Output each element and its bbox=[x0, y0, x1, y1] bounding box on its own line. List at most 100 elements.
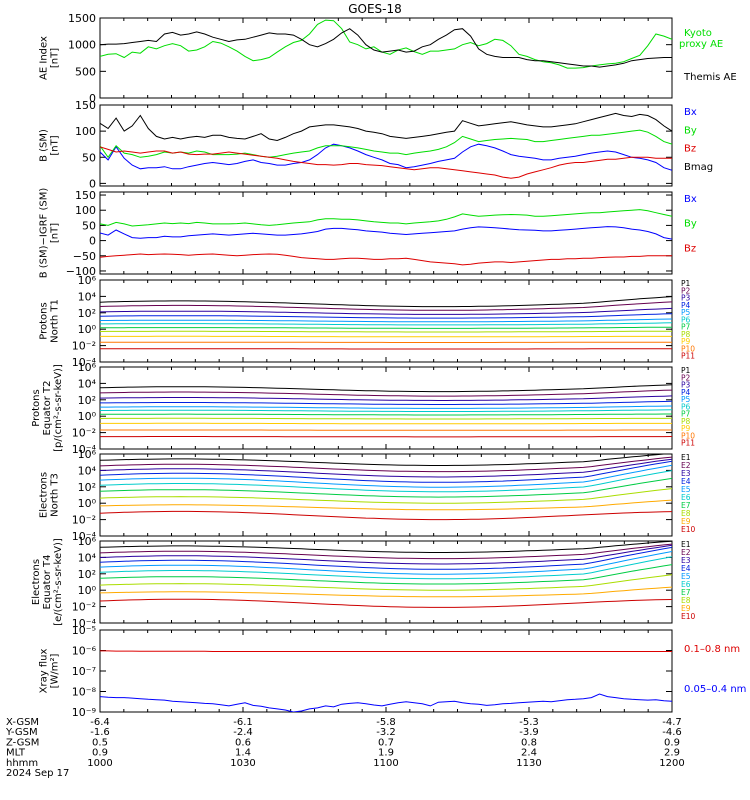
footer-value: 1030 bbox=[230, 758, 255, 769]
legend-label: Kyoto bbox=[684, 28, 712, 39]
series-line-bz bbox=[100, 253, 672, 266]
series-line-0-1-0-8-nm bbox=[100, 650, 672, 652]
legend-label: P3 bbox=[681, 294, 691, 303]
y-tick-label: 1000 bbox=[68, 39, 96, 52]
orbit-footer: X-GSM -6.4 -6.1 -5.8 -5.3 -4.7 Y-GSM -1.6 -2.4 -3… bbox=[5, 717, 685, 769]
y-axis-label: North T3 bbox=[50, 473, 61, 517]
series-line-bx bbox=[100, 226, 672, 240]
y-tick-label: 10⁰ bbox=[78, 584, 97, 597]
y-axis-label: Protons bbox=[31, 389, 42, 426]
legend-label: P4 bbox=[681, 301, 691, 310]
series-line-p4 bbox=[100, 400, 672, 405]
y-tick-label: 10⁻⁴ bbox=[72, 356, 97, 369]
y-tick-label: 10⁴ bbox=[78, 551, 97, 564]
y-tick-label: 10⁻² bbox=[72, 514, 96, 527]
series-line-e9 bbox=[100, 499, 672, 511]
footer-value: -3.2 bbox=[376, 727, 396, 738]
y-tick-label: 10⁴ bbox=[78, 464, 97, 477]
legend-label: P7 bbox=[681, 410, 691, 419]
y-axis-label: North T1 bbox=[50, 299, 61, 343]
legend-label: E6 bbox=[681, 580, 691, 589]
footer-value: 1100 bbox=[373, 758, 398, 769]
legend-label: Bx bbox=[684, 107, 697, 118]
legend-label: By bbox=[684, 219, 697, 230]
y-tick-label: 10⁰ bbox=[78, 410, 97, 423]
footer-value: -5.3 bbox=[519, 717, 539, 728]
legend-label: E10 bbox=[681, 612, 696, 621]
panel-b: 0 50 100 150 B (SM) [nT] Bx By Bz Bmag bbox=[39, 99, 714, 190]
legend-label: P10 bbox=[681, 431, 695, 440]
footer-value: 1000 bbox=[87, 758, 112, 769]
footer-row-label: Z-GSM bbox=[6, 737, 39, 748]
y-tick-label: 10⁶ bbox=[78, 274, 97, 287]
series-line-p1 bbox=[100, 384, 672, 393]
legend-label: P11 bbox=[681, 352, 695, 361]
y-axis-label: B (SM)−IGRF (SM) bbox=[39, 188, 50, 279]
y-tick-label: 10² bbox=[78, 481, 96, 494]
legend-label: E2 bbox=[681, 548, 691, 557]
y-tick-label: 150 bbox=[75, 99, 96, 112]
y-tick-label: 150 bbox=[75, 189, 96, 202]
series-line-e2 bbox=[100, 456, 672, 473]
panel-bdiff: −100 −50 0 50 100 150 B (SM)−IGRF (SM) [nT] Bx By… bbox=[39, 188, 697, 279]
y-tick-label: 10⁻² bbox=[72, 427, 96, 440]
footer-value: 1.4 bbox=[235, 748, 251, 759]
legend-label: E9 bbox=[681, 517, 691, 526]
series-line-bx bbox=[100, 143, 672, 171]
y-tick-label: 10⁻⁴ bbox=[72, 530, 97, 543]
footer-value: 1.9 bbox=[378, 748, 394, 759]
y-axis-label: [nT] bbox=[50, 48, 61, 68]
y-tick-label: −100 bbox=[66, 265, 96, 278]
panel-frame bbox=[99, 17, 673, 99]
series-line-p2 bbox=[100, 389, 672, 397]
legend-label: E8 bbox=[681, 509, 691, 518]
series-line-bmag bbox=[100, 112, 672, 142]
legend-label: Bx bbox=[684, 194, 697, 205]
footer-value: -3.9 bbox=[519, 727, 539, 738]
y-axis-label: Equator T2 bbox=[42, 381, 53, 436]
legend-label: P5 bbox=[681, 308, 691, 317]
y-tick-label: 10⁻⁸ bbox=[72, 686, 97, 699]
y-tick-label: 10⁻⁹ bbox=[72, 706, 96, 719]
y-tick-label: 10⁴ bbox=[78, 290, 97, 303]
y-tick-label: 10⁻⁷ bbox=[72, 665, 96, 678]
legend-label: Bz bbox=[684, 144, 696, 155]
series-line-e3 bbox=[100, 544, 672, 565]
series-line-e10 bbox=[100, 510, 672, 521]
legend-label: Themis AE bbox=[683, 72, 737, 83]
legend-label: 0.05–0.4 nm bbox=[684, 684, 746, 695]
legend-label: E2 bbox=[681, 461, 691, 470]
series-line-themis-ae bbox=[100, 28, 672, 68]
series-line-e6 bbox=[100, 470, 672, 493]
series-line-bz bbox=[100, 146, 672, 179]
y-axis-label: [W/m²] bbox=[50, 653, 61, 688]
y-tick-label: 10⁻² bbox=[72, 340, 96, 353]
legend-label: P9 bbox=[681, 337, 691, 346]
series-line-p2 bbox=[100, 301, 672, 311]
series-line-e4 bbox=[100, 546, 672, 570]
legend-label: P7 bbox=[681, 323, 691, 332]
y-axis-label: Equator T4 bbox=[42, 555, 53, 610]
series-line-e4 bbox=[100, 460, 672, 483]
legend-label: P4 bbox=[681, 388, 691, 397]
series-line-e5 bbox=[100, 464, 672, 488]
series-line-e3 bbox=[100, 458, 672, 478]
legend-label: E1 bbox=[681, 540, 691, 549]
legend-label: P6 bbox=[681, 315, 691, 324]
footer-value: -4.7 bbox=[662, 717, 682, 728]
footer-value: 0.5 bbox=[92, 737, 108, 748]
series-line-e2 bbox=[100, 543, 672, 560]
y-tick-label: 10² bbox=[78, 394, 96, 407]
panel-e2: 10⁻⁴ 10⁻² 10⁰ 10² 10⁴ 10⁶ Electrons Equator T4[… bbox=[31, 535, 696, 630]
series-line-p6 bbox=[100, 409, 672, 412]
y-axis-label: [e/(cm²-s-sr-keV)] bbox=[53, 538, 64, 626]
legend-label: E4 bbox=[681, 564, 691, 573]
series-line-e1 bbox=[100, 454, 671, 466]
y-tick-label: 10⁻⁴ bbox=[72, 617, 97, 630]
y-tick-label: 500 bbox=[75, 65, 96, 78]
y-axis-label: [nT] bbox=[50, 135, 61, 155]
footer-row-label: MLT bbox=[6, 748, 26, 759]
